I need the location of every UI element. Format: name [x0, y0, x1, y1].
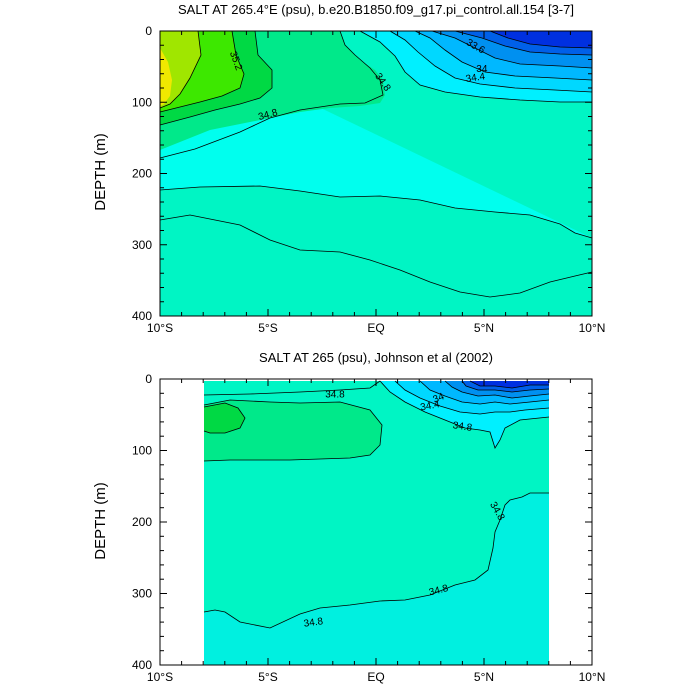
- panel-2-plot-frame: [159, 378, 593, 666]
- panel-2-contour-fill-34p6: [204, 493, 549, 665]
- contour-label: 34.8: [428, 583, 450, 598]
- contour-label: 34.4: [465, 71, 486, 85]
- panel-1-contour-line: [359, 30, 592, 103]
- x-tick-label: 5°S: [258, 321, 277, 335]
- panel-1-contour-line: [389, 30, 593, 93]
- panel-2-tick-labels: 10°S 5°S EQ 5°N 10°N 0 100 200 300 400: [132, 372, 605, 684]
- panel-2-contour-fill-35p0: [204, 400, 382, 461]
- panel-1-tick-labels: 10°S 5°S EQ 5°N 10°N 0 100 200 300 400: [132, 24, 605, 335]
- panel-2-contour-line: [203, 402, 246, 434]
- panel-1-contour-fill-33p6: [490, 31, 592, 48]
- y-tick-label: 400: [132, 658, 152, 672]
- panel-1-contour-line: [159, 214, 593, 298]
- contour-label: 34.8: [303, 616, 324, 630]
- panel-1-contour-fill-34p8-deep: [160, 215, 592, 316]
- panel-1: SALT AT 265.4°E (psu), b.e20.B1850.f09_g…: [92, 2, 605, 335]
- panel-1-contour-fill-35p8: [160, 48, 172, 106]
- panel-1-contour-line: [414, 30, 593, 81]
- x-tick-label: 5°N: [474, 321, 494, 335]
- contour-label: 34: [431, 391, 446, 406]
- x-tick-label: 10°N: [579, 670, 606, 684]
- y-tick-label: 0: [145, 24, 152, 38]
- panel-2-y-axis-label: DEPTH (m): [92, 482, 109, 560]
- panel-2: SALT AT 265 (psu), Johnson et al (2002): [92, 350, 605, 684]
- x-tick-label: 5°S: [258, 670, 277, 684]
- panel-2-contour-line: [419, 380, 550, 405]
- panel-2-contour-line: [444, 380, 550, 399]
- y-tick-label: 300: [132, 587, 152, 601]
- panel-1-contour-line: [159, 30, 384, 159]
- panel-1-contour-lines: [159, 30, 593, 298]
- panel-2-fill: [204, 381, 549, 665]
- panel-2-contour-line: [469, 380, 549, 389]
- panel-2-contour-lines: [203, 380, 550, 629]
- contour-label: 34.8: [452, 420, 473, 434]
- contour-label: 34.4: [419, 399, 441, 413]
- x-tick-label: 10°N: [579, 321, 606, 335]
- panel-1-contour-line: [431, 30, 593, 69]
- panel-2-contour-line: [203, 399, 383, 462]
- y-tick-label: 300: [132, 238, 152, 252]
- panel-1-plot-frame: [159, 30, 593, 317]
- panel-2-contour-line: [203, 492, 549, 629]
- panel-1-fill: [160, 31, 592, 316]
- y-tick-label: 0: [145, 372, 152, 386]
- y-tick-label: 100: [132, 444, 152, 458]
- panel-2-contour-line: [394, 380, 550, 415]
- panel-2-contour-line: [379, 380, 550, 449]
- panel-2-contour-line: [461, 380, 550, 393]
- contour-label: 34.8: [257, 107, 279, 123]
- panel-2-contour-line: [203, 380, 381, 396]
- panel-1-contour-line: [489, 30, 593, 49]
- panel-2-contour-fill-35p2: [204, 403, 245, 433]
- y-tick-label: 400: [132, 309, 152, 323]
- y-tick-label: 100: [132, 95, 152, 109]
- panel-2-title: SALT AT 265 (psu), Johnson et al (2002): [259, 350, 493, 365]
- x-tick-label: EQ: [367, 321, 384, 335]
- x-tick-label: EQ: [367, 670, 384, 684]
- y-tick-label: 200: [132, 167, 152, 181]
- panel-2-contour-fill-33p6: [470, 381, 549, 388]
- panel-1-contour-line: [159, 30, 245, 113]
- panel-1-contour-line: [454, 30, 593, 56]
- x-tick-label: 10°S: [147, 670, 173, 684]
- panel-1-contour-line: [159, 185, 593, 239]
- panel-1-y-axis-label: DEPTH (m): [92, 133, 109, 211]
- contour-label: 34: [476, 64, 488, 75]
- y-tick-label: 200: [132, 515, 152, 529]
- panel-1-title: SALT AT 265.4°E (psu), b.e20.B1850.f09_g…: [178, 2, 574, 17]
- x-tick-label: 5°N: [474, 670, 494, 684]
- contour-label: 34.8: [325, 389, 345, 400]
- panel-1-contour-line: [159, 30, 273, 126]
- panel-1-contour-line: [159, 30, 202, 109]
- x-tick-label: 10°S: [147, 321, 173, 335]
